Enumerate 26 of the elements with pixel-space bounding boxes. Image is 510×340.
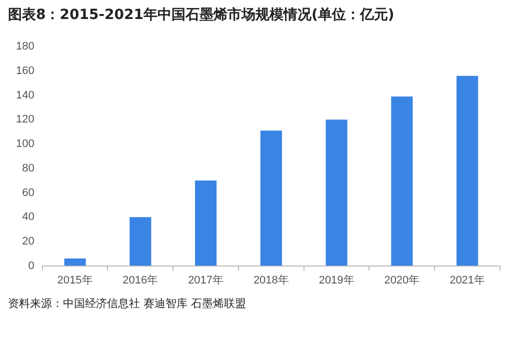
bar [456,76,478,266]
chart-title: 图表8：2015-2021年中国石墨烯市场规模情况(单位：亿元) [8,6,394,24]
y-tick-label: 140 [16,89,34,102]
y-tick-label: 40 [22,211,34,224]
y-tick-label: 160 [16,64,34,77]
y-tick-label: 0 [28,260,34,272]
y-tick-label: 120 [16,114,34,126]
y-tick-label: 180 [16,40,34,53]
x-tick-label: 2019年 [318,274,354,286]
y-tick-label: 80 [22,162,34,174]
bar [260,130,282,266]
bar [391,96,413,266]
text: 资料来源：中国经济信息社 赛迪智库 石墨烯联盟 [8,296,246,311]
x-tick-label: 2020年 [384,274,420,286]
bar [195,180,217,266]
bar [64,258,86,266]
bar [326,120,348,266]
x-tick-label: 2017年 [188,274,224,286]
x-tick-label: 2018年 [253,274,289,286]
y-tick-label: 60 [22,186,34,199]
x-tick-label: 2021年 [450,274,486,286]
y-tick-label: 100 [16,138,34,150]
x-tick-label: 2016年 [122,274,158,286]
bar [130,217,152,266]
y-tick-label: 20 [22,235,34,248]
x-tick-label: 2015年 [57,274,93,286]
